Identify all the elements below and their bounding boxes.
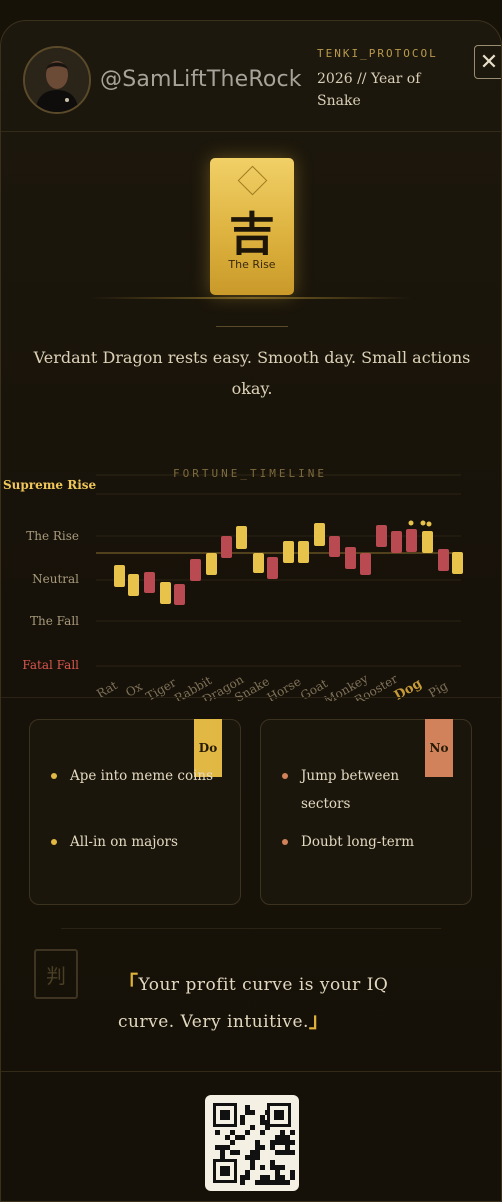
fortune-candle bbox=[190, 559, 201, 581]
quote-text: 「Your profit curve is your IQ curve. Ver… bbox=[118, 971, 389, 1032]
timeline-title: FORTUNE_TIMELINE bbox=[173, 467, 327, 480]
judgement-seal-icon: 判 bbox=[34, 949, 78, 999]
fortune-timeline-chart: Supreme Rise The Rise Neutral The Fall F… bbox=[3, 474, 463, 701]
close-button[interactable]: ✕ bbox=[474, 45, 501, 79]
level-label-fatal-fall: Fatal Fall bbox=[22, 658, 79, 672]
bullet-icon bbox=[282, 773, 288, 779]
fortune-candle bbox=[236, 526, 247, 549]
divider bbox=[1, 131, 501, 132]
divider bbox=[1, 697, 501, 698]
qr-code-icon bbox=[205, 1095, 299, 1191]
quote-close-bracket: 」 bbox=[308, 1008, 330, 1032]
divider bbox=[91, 297, 411, 299]
fortune-candle bbox=[283, 541, 294, 563]
fortune-candle bbox=[360, 553, 371, 575]
fortune-candle bbox=[345, 547, 356, 569]
verdict-text: Verdant Dragon rests easy. Smooth day. S… bbox=[33, 348, 471, 398]
bullet-icon bbox=[51, 773, 57, 779]
level-label-neutral: Neutral bbox=[32, 572, 79, 586]
do-item: Ape into meme coins bbox=[51, 762, 220, 790]
highlight-dot bbox=[408, 520, 414, 526]
fortune-result-card: 吉 The Rise bbox=[210, 158, 294, 295]
fortune-candle bbox=[114, 565, 125, 587]
no-panel: No Jump between sectors Doubt long-term bbox=[260, 719, 472, 905]
divider bbox=[61, 928, 441, 929]
fortune-candle bbox=[221, 536, 232, 558]
highlight-dot bbox=[420, 520, 426, 526]
fortune-candle bbox=[298, 541, 309, 563]
year-label: 2026 // Year of Snake bbox=[317, 71, 421, 109]
no-item: Doubt long-term bbox=[282, 828, 451, 856]
fortune-candle bbox=[174, 584, 185, 605]
highlight-dot bbox=[426, 521, 432, 527]
no-tag: No bbox=[425, 719, 453, 777]
level-label-rise: The Rise bbox=[26, 529, 79, 543]
bullet-icon bbox=[282, 839, 288, 845]
level-label-supreme-rise: Supreme Rise bbox=[3, 478, 97, 492]
divider bbox=[1, 1071, 501, 1072]
fortune-candle bbox=[329, 536, 340, 557]
fortune-candle bbox=[438, 549, 449, 571]
quote-open-bracket: 「 bbox=[118, 971, 139, 995]
divider bbox=[216, 326, 288, 327]
protocol-label: TENKI_PROTOCOL bbox=[317, 47, 438, 60]
fortune-kanji: 吉 bbox=[229, 207, 275, 261]
fortune-candle bbox=[267, 557, 278, 579]
fortune-card-panel: @SamLiftTheRock TENKI_PROTOCOL 2026 // Y… bbox=[0, 20, 502, 1202]
fortune-label: The Rise bbox=[228, 258, 276, 271]
fortune-candle bbox=[144, 572, 155, 593]
fortune-candle bbox=[314, 523, 325, 546]
do-panel: Do Ape into meme coins All-in on majors bbox=[29, 719, 241, 905]
fortune-candle bbox=[253, 553, 264, 573]
do-tag: Do bbox=[194, 719, 222, 777]
fortune-candle bbox=[206, 553, 217, 575]
fortune-candle bbox=[406, 529, 417, 552]
bullet-icon bbox=[51, 839, 57, 845]
close-icon: ✕ bbox=[479, 49, 499, 75]
level-label-fall: The Fall bbox=[30, 614, 79, 628]
fortune-candle bbox=[128, 574, 139, 596]
avatar bbox=[23, 46, 91, 114]
fortune-candle bbox=[391, 531, 402, 553]
do-item: All-in on majors bbox=[51, 828, 220, 856]
fortune-candle bbox=[376, 525, 387, 547]
fortune-candle bbox=[422, 531, 433, 553]
fortune-candle bbox=[452, 552, 463, 574]
fortune-candle bbox=[160, 582, 171, 604]
username-handle: @SamLiftTheRock bbox=[100, 67, 302, 92]
diamond-icon bbox=[237, 165, 268, 196]
no-item: Jump between sectors bbox=[282, 762, 451, 818]
